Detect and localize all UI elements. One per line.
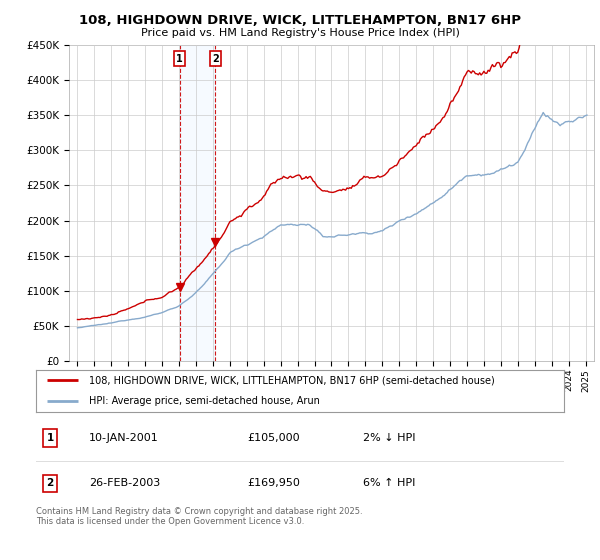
- Text: 2: 2: [47, 478, 54, 488]
- Text: 2: 2: [212, 54, 219, 64]
- Text: 108, HIGHDOWN DRIVE, WICK, LITTLEHAMPTON, BN17 6HP: 108, HIGHDOWN DRIVE, WICK, LITTLEHAMPTON…: [79, 14, 521, 27]
- Text: HPI: Average price, semi-detached house, Arun: HPI: Average price, semi-detached house,…: [89, 396, 320, 406]
- Text: 1: 1: [176, 54, 183, 64]
- Text: Price paid vs. HM Land Registry's House Price Index (HPI): Price paid vs. HM Land Registry's House …: [140, 28, 460, 38]
- Text: 2% ↓ HPI: 2% ↓ HPI: [364, 433, 416, 443]
- Text: 1: 1: [47, 433, 54, 443]
- Text: 26-FEB-2003: 26-FEB-2003: [89, 478, 160, 488]
- Bar: [179, 45, 215, 361]
- Text: £169,950: £169,950: [247, 478, 300, 488]
- Text: £105,000: £105,000: [247, 433, 300, 443]
- Text: 10-JAN-2001: 10-JAN-2001: [89, 433, 158, 443]
- Text: 108, HIGHDOWN DRIVE, WICK, LITTLEHAMPTON, BN17 6HP (semi-detached house): 108, HIGHDOWN DRIVE, WICK, LITTLEHAMPTON…: [89, 375, 494, 385]
- Text: Contains HM Land Registry data © Crown copyright and database right 2025.
This d: Contains HM Land Registry data © Crown c…: [36, 507, 362, 526]
- Text: 6% ↑ HPI: 6% ↑ HPI: [364, 478, 416, 488]
